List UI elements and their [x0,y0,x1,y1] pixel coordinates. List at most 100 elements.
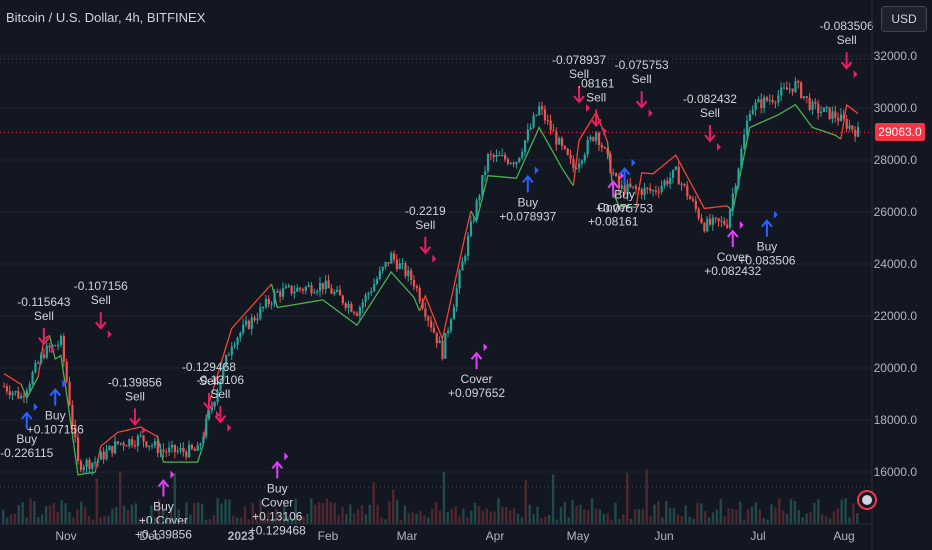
signal-label: Sell [34,309,54,323]
candle-body [671,169,675,178]
candle-body [133,445,137,447]
candle-body [353,311,356,314]
signal-arrow-head [607,180,619,189]
volume-bar [56,511,59,524]
volume-bar [551,474,555,524]
signal-label: -0.13106 [197,373,245,387]
candle-body [31,372,34,385]
candle-body [242,324,245,333]
candle-body [578,163,581,169]
volume-bar [423,515,426,524]
volume-bar [353,513,356,524]
volume-bar [243,506,247,524]
y-tick-label: 20000.0 [874,361,918,375]
volume-bar [743,519,746,524]
candle-body [401,263,404,265]
volume-bar [239,517,243,524]
candle-body [515,162,518,165]
volume-bar [337,515,340,524]
candle-body [805,96,808,98]
candle-body [572,158,575,169]
signal-label: .08161 [578,76,615,90]
volume-bar [735,509,738,524]
volume-bar [193,502,196,524]
candle-body [25,390,28,397]
signal-marker [170,470,175,479]
candle-body [632,186,635,188]
signal-label: -0.129468 [182,360,236,374]
volume-bar [824,516,828,524]
candle-body [686,185,689,197]
signal-label: Sell [91,293,111,307]
candle-body [287,285,290,287]
candle-body [395,259,399,269]
candle-body [427,316,430,321]
volume-bar [427,517,430,524]
candle-body [279,291,282,297]
candle-body [509,162,512,164]
candle-body [660,185,663,192]
candle-body [355,313,359,316]
volume-bar [376,504,379,524]
volume-bar [321,503,325,524]
volume-bar [138,518,141,524]
volume-bar [216,498,219,524]
signal-label: Sell [415,218,435,232]
candle-body [333,291,336,294]
signal-label: +0.129468 [249,523,306,537]
volume-bar [618,518,621,524]
candle-body [77,437,80,461]
signal-label: Sell [837,33,857,47]
volume-bar [509,510,512,524]
volume-bar [48,505,52,524]
candle-body [404,263,407,276]
signal-label: +0.Cover [139,514,188,528]
volume-bar [388,501,391,524]
candle-body [521,152,524,158]
currency-button[interactable]: USD [881,6,927,32]
signal-marker [534,166,539,175]
volume-bar [177,509,180,524]
y-tick-label: 26000.0 [874,205,918,219]
volume-bar [259,499,262,524]
candle-body [455,288,458,307]
candle-body [780,87,783,96]
volume-bar [583,509,586,524]
candle-body [310,285,313,294]
volume-bar [356,509,360,524]
signal-label: Sell [586,90,606,104]
candle-body [3,386,6,388]
trade-signals: Buy-0.226115-0.115643SellBuy+0.107156-0.… [0,19,874,541]
volume-bar [411,511,414,524]
volume-bar [407,513,410,524]
volume-bar [142,518,145,524]
trailing-stop-line [3,103,859,476]
volume-bar [450,509,453,524]
candle-body [259,307,262,319]
candle-body [501,154,504,157]
candle-body [643,187,646,196]
crosshair-settings-icon[interactable] [856,489,878,511]
candle-body [447,330,450,334]
volume-bar [251,503,254,524]
candle-body [683,183,686,186]
candle-body [341,295,344,304]
volume-bar [134,503,137,524]
candle-body [802,96,806,98]
candle-body [51,345,54,348]
candle-body [532,115,535,128]
signal-label: Sell [199,374,219,388]
candle-body [708,218,712,225]
candle-body [210,406,214,411]
candle-body [207,410,211,419]
signal-arrow-head [761,219,773,228]
candle-body [720,220,723,222]
volume-bar [107,515,110,524]
signal-label: +0.083506 [738,254,795,268]
candle-body [652,190,655,192]
candle-body [620,185,623,189]
volume-bar [298,515,301,524]
volume-bar [161,509,165,524]
candle-body [145,441,148,447]
